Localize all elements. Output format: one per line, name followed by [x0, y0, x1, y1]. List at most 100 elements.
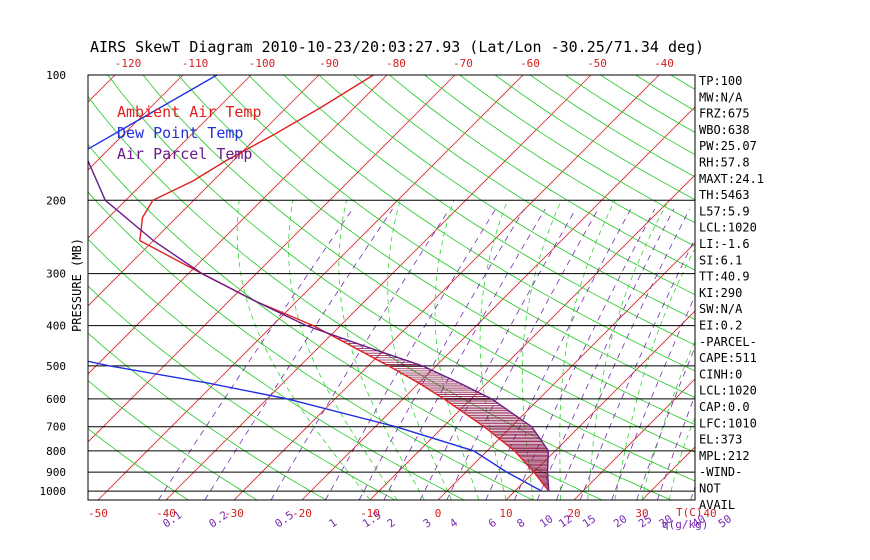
mixing-ratio-label: 40 [690, 512, 708, 530]
sounding-index: RH:57.8 [699, 156, 750, 170]
moist-adiabat-line [236, 200, 371, 500]
top-temperature-tick: -110 [182, 57, 209, 70]
pressure-tick-label: 800 [46, 445, 66, 458]
profile-line [88, 75, 543, 492]
sounding-index: EI:0.2 [699, 319, 742, 333]
isotherm-line [301, 106, 695, 500]
pressure-tick-label: 900 [46, 466, 66, 479]
dry-adiabat-line [88, 332, 327, 500]
legend: Ambient Air Temp Dew Point Temp Air Parcel… [117, 103, 262, 163]
dry-adiabat-line [353, 75, 695, 296]
mixing-ratio-line [636, 346, 695, 500]
mixing-ratio-line [204, 208, 393, 500]
pressure-tick-label: 700 [46, 421, 66, 434]
dry-adiabat-line [142, 75, 695, 453]
isotherm-line [88, 75, 184, 171]
top-temperature-tick: -70 [453, 57, 473, 70]
moist-adiabat-line [387, 200, 452, 500]
mixing-ratio-line [270, 208, 450, 500]
mixing-ratio-line [536, 208, 675, 500]
sounding-index: LFC:1010 [699, 416, 757, 430]
pressure-tick-label: 300 [46, 268, 66, 281]
moist-adiabat-line [338, 200, 425, 500]
mixing-ratio-label: 1 [327, 516, 340, 530]
legend-entry: Dew Point Temp [117, 124, 243, 142]
sounding-index: MW:N/A [699, 90, 743, 104]
sounding-index: CAPE:511 [699, 351, 757, 365]
isotherm-line [88, 75, 456, 443]
sounding-index: CAP:0.0 [699, 400, 750, 414]
bottom-temperature-tick: -20 [292, 507, 312, 520]
mixing-ratio-line [485, 208, 632, 500]
top-temperature-tick: -90 [319, 57, 339, 70]
moist-adiabat-line [288, 200, 398, 500]
mixing-ratio-label: 2 [385, 516, 398, 530]
top-temperature-tick: -60 [520, 57, 540, 70]
bottom-temperature-tick: 40 [703, 507, 716, 520]
sounding-index: EL:373 [699, 433, 742, 447]
mixing-ratio-label: 12 [556, 512, 574, 530]
mixing-ratio-line [556, 208, 690, 500]
pressure-tick-label: 1000 [40, 485, 67, 498]
top-temperature-tick: -50 [587, 57, 607, 70]
dry-adiabat-line [283, 75, 695, 346]
bottom-temperature-tick: -30 [224, 507, 244, 520]
temperature-unit-label: T(C) [676, 506, 703, 519]
pressure-tick-label: 100 [46, 69, 66, 82]
pressure-tick-label: 400 [46, 320, 66, 333]
plot-frame [87, 74, 696, 501]
pressure-tick-label: 600 [46, 393, 66, 406]
isotherm-line [0, 75, 47, 500]
mixing-ratio-label: 15 [580, 512, 598, 530]
moist-adiabat-line [479, 200, 508, 500]
profile-lines [88, 75, 550, 492]
dry-adiabat-line [107, 75, 695, 482]
top-temperature-tick: -40 [654, 57, 674, 70]
sounding-index: PW:25.07 [699, 139, 757, 153]
isotherm-line [233, 75, 660, 500]
sounding-index: CINH:0 [699, 367, 742, 381]
moist-adiabat-line [521, 200, 562, 500]
dry-adiabat-line [88, 428, 189, 500]
moist-adiabat-line [587, 200, 670, 500]
sounding-index: MAXT:24.1 [699, 172, 764, 186]
mixing-ratio-line [158, 208, 353, 500]
mixing-ratio-label: 10 [537, 512, 555, 530]
bottom-temperature-tick: -40 [156, 507, 176, 520]
isotherm-line [97, 75, 524, 500]
mixing-ratio-line [579, 237, 695, 500]
pressure-tick-label: 200 [46, 194, 66, 207]
sounding-index: -PARCEL- [699, 335, 757, 349]
sounding-index: AVAIL [699, 498, 735, 512]
dry-adiabat-line [494, 75, 695, 201]
dry-adiabat-line [389, 75, 695, 271]
sounding-index: SW:N/A [699, 302, 743, 316]
moist-adiabat-line [614, 247, 695, 500]
isotherm-line [846, 75, 870, 500]
top-temperature-tick: -80 [386, 57, 406, 70]
mixing-ratio-label: 4 [447, 516, 460, 531]
mixing-ratio-line [514, 208, 656, 500]
top-temperature-tick: -100 [249, 57, 276, 70]
sounding-index: SI:6.1 [699, 253, 742, 267]
sounding-index: LCL:1020 [699, 384, 757, 398]
sounding-index: FRZ:675 [699, 107, 750, 121]
isobar-lines [88, 75, 695, 492]
bottom-temperature-ticks: -50 -40 -30 -20 -10 0 10 20 30 40T(C) [88, 506, 717, 520]
dry-adiabat-line [88, 238, 465, 500]
isotherm-line [505, 310, 695, 500]
mixing-ratio-line [446, 208, 599, 500]
mixing-ratio-line [657, 394, 695, 500]
pressure-tick-label: 500 [46, 360, 66, 373]
mixing-ratio-label: 6 [486, 516, 499, 530]
mixing-ratio-lines [158, 208, 695, 500]
sounding-index: KI:290 [699, 286, 742, 300]
plot-area [0, 75, 870, 500]
pressure-tick-labels: 100 200 300 400 500 600 700 800 900 1000 [40, 69, 67, 498]
mixing-ratio-label: 50 [716, 512, 734, 530]
moist-adiabat-line [559, 200, 616, 500]
mixing-ratio-line [419, 208, 576, 500]
y-axis-label: PRESSURE (MB) [70, 238, 84, 332]
isotherm-line [88, 75, 252, 239]
